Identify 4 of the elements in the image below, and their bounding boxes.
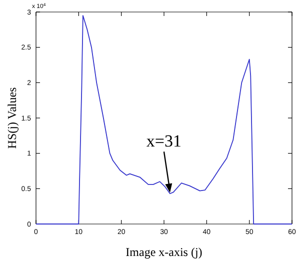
- x-axis-title: Image x-axis (j): [126, 245, 202, 259]
- y-axis-title: HS(j) Values: [5, 86, 19, 149]
- line-series: [36, 15, 292, 224]
- annotation: x=31: [146, 132, 182, 151]
